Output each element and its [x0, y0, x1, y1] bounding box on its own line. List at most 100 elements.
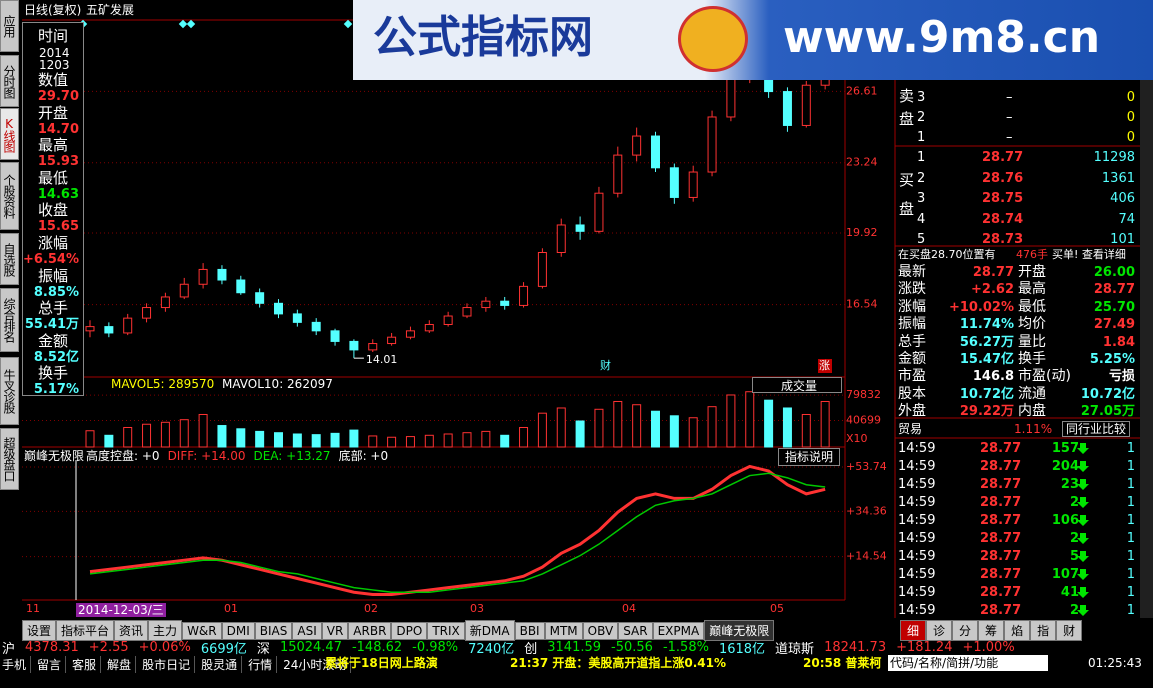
- right-tab[interactable]: 诊: [926, 620, 953, 641]
- side-tab[interactable]: 个股资料: [0, 162, 19, 230]
- bottom-tab[interactable]: W&R: [182, 621, 222, 640]
- info-label: 数值: [38, 71, 69, 89]
- candle-body: [349, 340, 359, 351]
- volume-bar: [632, 404, 642, 448]
- candle-body: [274, 302, 283, 315]
- bottom-tab[interactable]: EXPMA: [652, 621, 705, 640]
- industry-compare[interactable]: 同行业比较: [1062, 421, 1131, 437]
- info-time: 1203: [39, 58, 70, 72]
- side-label: 卖盘: [897, 88, 915, 134]
- x-tick-label: 05: [770, 602, 784, 615]
- candle-body: [217, 268, 227, 281]
- stat-value: 亏损: [1108, 369, 1135, 385]
- volume-bar: [443, 433, 453, 448]
- bottom-tab[interactable]: ARBR: [348, 621, 392, 640]
- trade-time: 14:59: [898, 585, 936, 600]
- bottom-tab[interactable]: 指标平台: [56, 620, 115, 641]
- bottom-tab[interactable]: 主力: [148, 620, 183, 641]
- candle-body: [726, 76, 736, 118]
- bottom-tab[interactable]: BIAS: [254, 621, 293, 640]
- right-tab[interactable]: 筹: [978, 620, 1005, 641]
- status-link[interactable]: 手机: [2, 656, 32, 673]
- status-link[interactable]: 留言: [37, 656, 67, 673]
- bottom-tab[interactable]: BBI: [514, 621, 545, 640]
- trade-price: 28.77: [980, 477, 1022, 492]
- bottom-tab[interactable]: DPO: [391, 621, 428, 640]
- candle-body: [669, 167, 679, 198]
- news-item[interactable]: 21:37 开盘：美股高开道指上涨0.41%: [510, 656, 727, 670]
- book-volume: 101: [1110, 232, 1135, 247]
- status-link[interactable]: 解盘: [107, 656, 137, 673]
- book-price: 28.76: [982, 170, 1024, 186]
- volume-bar: [142, 423, 152, 448]
- bottom-tab[interactable]: 巅峰无极限: [704, 620, 775, 641]
- side-tab[interactable]: 牛叉诊股: [0, 357, 19, 425]
- bottom-tab[interactable]: SAR: [618, 621, 653, 640]
- bottom-tab[interactable]: 资讯: [114, 620, 149, 641]
- candle-body: [236, 279, 246, 294]
- volume-bar: [556, 407, 566, 448]
- stat-label: 总手: [898, 333, 926, 350]
- banner-url: www.9m8.cn: [783, 12, 1101, 63]
- x-tick-label: 11: [26, 602, 40, 615]
- stat-value: 28.77: [972, 265, 1014, 280]
- bottom-tab[interactable]: ASI: [292, 621, 322, 640]
- stat-value: 11.74%: [959, 317, 1014, 333]
- bottom-tab[interactable]: 新DMA: [464, 620, 515, 641]
- book-level: 1: [917, 130, 926, 145]
- trade-volume: 157: [1051, 441, 1079, 456]
- status-link[interactable]: 股市日记: [142, 656, 196, 673]
- news-item[interactable]: 20:58 普莱柯: [803, 656, 882, 670]
- status-link[interactable]: 24小时滚动: [283, 656, 352, 673]
- stat-value: 15.47亿: [959, 352, 1014, 367]
- volume-bar: [669, 415, 679, 448]
- trade-volume: 204: [1051, 459, 1079, 474]
- mavol10: MAVOL10: 262097: [222, 377, 333, 391]
- stat-value: 5.25%: [1089, 352, 1135, 367]
- bottom-tab[interactable]: OBV: [582, 621, 619, 640]
- candle-body: [481, 300, 491, 309]
- right-tab[interactable]: 财: [1056, 620, 1083, 641]
- side-tab[interactable]: 分时图: [0, 55, 19, 107]
- candle-body: [462, 307, 472, 317]
- trade-count: 1: [1126, 459, 1135, 474]
- side-tab[interactable]: 自选股: [0, 233, 19, 285]
- scrollbar[interactable]: [1140, 80, 1153, 618]
- status-link[interactable]: 股灵通: [201, 656, 243, 673]
- indicator-value: 底部: +0: [338, 449, 389, 463]
- trade-time: 14:59: [898, 513, 936, 528]
- candle-body: [801, 84, 811, 126]
- bottom-tab[interactable]: DMI: [221, 621, 255, 640]
- news-item[interactable]: 累将于18日网上路演: [325, 656, 438, 670]
- side-tab[interactable]: 综合排名: [0, 288, 19, 352]
- right-tab[interactable]: 分: [952, 620, 979, 641]
- trade-time: 14:59: [898, 459, 936, 474]
- index-item: +2.55: [88, 640, 129, 655]
- book-notice[interactable]: 买单! 查看详细: [1052, 248, 1126, 261]
- indicator-select[interactable]: 成交量: [752, 377, 842, 393]
- bottom-tab[interactable]: 设置: [22, 620, 57, 641]
- status-link[interactable]: 客服: [72, 656, 102, 673]
- right-tab[interactable]: 细: [900, 620, 927, 641]
- bottom-tab[interactable]: VR: [321, 621, 349, 640]
- right-tab[interactable]: 焰: [1004, 620, 1031, 641]
- trade-count: 1: [1126, 549, 1135, 564]
- chart-background: [20, 0, 895, 618]
- volume-bar: [594, 408, 604, 448]
- indicator-help[interactable]: 指标说明: [778, 448, 841, 466]
- side-tab[interactable]: 应用: [0, 0, 19, 52]
- status-link[interactable]: 行情: [248, 656, 278, 673]
- trade-count: 1: [1126, 477, 1135, 492]
- stat-label: 最新: [898, 264, 926, 280]
- volume-bar: [255, 430, 265, 448]
- right-tab[interactable]: 指: [1030, 620, 1057, 641]
- candle-body: [613, 154, 623, 194]
- volume-bar: [330, 432, 340, 448]
- index-item: 4378.31: [25, 640, 79, 655]
- bottom-tab[interactable]: MTM: [544, 621, 583, 640]
- side-tab[interactable]: 超级盘口: [0, 428, 19, 490]
- info-value: 8.85%: [33, 284, 79, 300]
- side-tab[interactable]: K线图: [0, 108, 19, 160]
- bottom-tab[interactable]: TRIX: [427, 621, 465, 640]
- search-box[interactable]: 代码/名称/简拼/功能: [888, 655, 1048, 671]
